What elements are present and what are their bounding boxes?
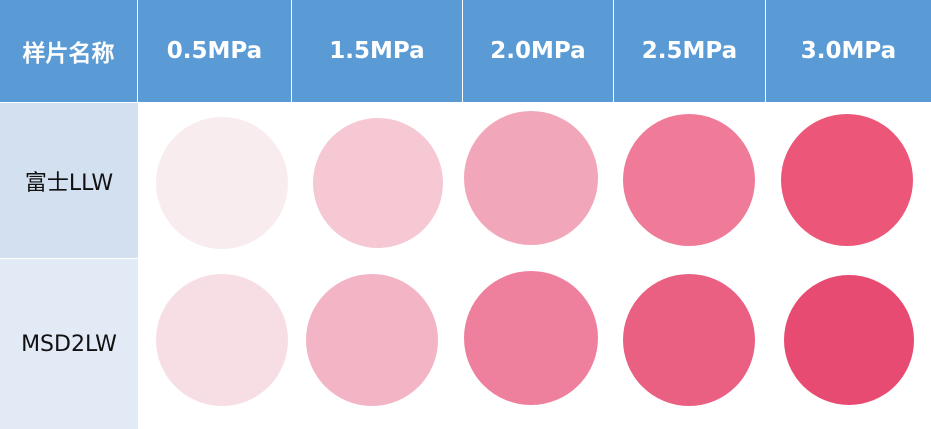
sample-disc [306, 274, 438, 406]
header-cell: 样片名称 [0, 0, 138, 102]
sample-row [156, 111, 913, 249]
sample-disc [156, 117, 288, 249]
row-label: MSD2LW [0, 258, 138, 429]
sample-disc [156, 274, 288, 406]
sample-disc [313, 118, 443, 248]
header-cell: 3.0MPa [766, 0, 931, 102]
row-label: 富士LLW [0, 102, 138, 258]
sample-disc [464, 271, 598, 405]
sample-disc [784, 275, 914, 405]
header-cell: 1.5MPa [292, 0, 463, 102]
header-cell: 2.5MPa [614, 0, 766, 102]
header-cell: 2.0MPa [463, 0, 614, 102]
sample-disc [623, 274, 755, 406]
sample-row [156, 271, 914, 406]
sample-disc [464, 111, 598, 245]
sample-disc [623, 114, 755, 246]
sample-disc [781, 114, 913, 246]
header-cell: 0.5MPa [138, 0, 292, 102]
